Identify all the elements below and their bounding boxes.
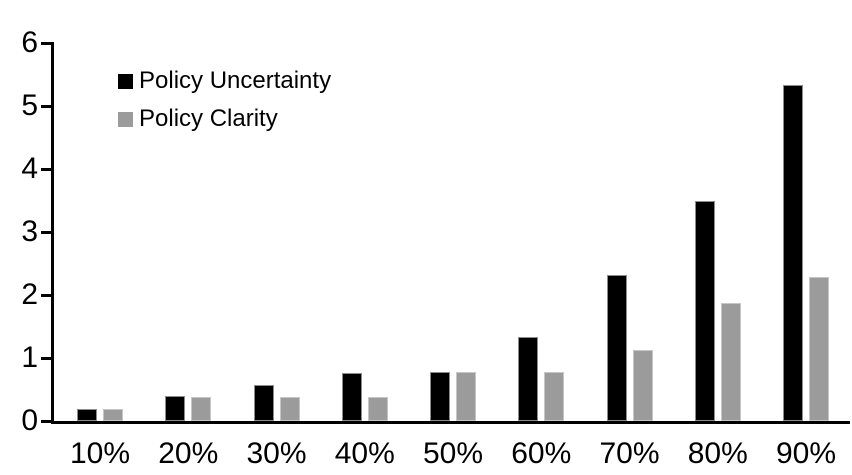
policy-clarity-swatch-icon [118, 111, 133, 127]
y-axis-tick-label: 1 [21, 341, 38, 374]
x-axis-category-label: 40% [334, 437, 395, 470]
legend: Policy Uncertainty Policy Clarity [118, 66, 331, 142]
bar-policy-uncertainty-50% [430, 371, 450, 421]
y-axis-tick [41, 294, 52, 297]
bar-policy-uncertainty-70% [606, 275, 627, 421]
bar-policy-uncertainty-40% [341, 373, 362, 421]
y-axis-line [51, 42, 54, 424]
bar-policy-clarity-70% [632, 349, 653, 421]
bar-policy-clarity-50% [456, 372, 476, 421]
y-axis-tick [41, 105, 52, 108]
x-axis-line [51, 421, 850, 424]
y-axis-tick-label: 4 [21, 152, 38, 185]
bar-policy-clarity-40% [367, 397, 388, 421]
y-axis-tick [41, 357, 52, 360]
bar-policy-clarity-80% [720, 302, 741, 421]
y-axis-tick-label: 5 [21, 89, 38, 122]
bar-policy-clarity-90% [809, 277, 829, 421]
legend-label-policy-uncertainty: Policy Uncertainty [139, 67, 332, 94]
bar-policy-uncertainty-30% [253, 385, 274, 421]
y-axis-tick-label: 3 [21, 215, 38, 248]
y-axis-tick-label: 0 [21, 404, 38, 437]
bar-policy-uncertainty-80% [694, 200, 715, 421]
bar-policy-clarity-10% [103, 409, 123, 421]
x-axis-category-label: 50% [422, 437, 484, 470]
x-axis-category-label: 10% [69, 437, 131, 470]
bar-policy-clarity-30% [279, 397, 300, 421]
bar-policy-clarity-60% [544, 372, 565, 421]
bar-policy-uncertainty-60% [518, 337, 539, 421]
x-axis-category-label: 80% [687, 437, 748, 470]
y-axis-tick-label: 2 [21, 278, 38, 311]
bar-policy-uncertainty-20% [165, 396, 186, 421]
x-axis-category-label: 60% [511, 437, 572, 470]
y-axis-tick [41, 42, 52, 45]
y-axis-tick [41, 231, 52, 234]
legend-label-policy-clarity: Policy Clarity [139, 105, 278, 132]
bar-policy-uncertainty-10% [77, 409, 97, 421]
legend-item-policy-clarity: Policy Clarity [118, 104, 331, 134]
y-axis-tick-label: 6 [21, 26, 38, 59]
bar-policy-uncertainty-90% [783, 84, 803, 421]
y-axis-tick [41, 420, 52, 423]
x-axis-category-label: 70% [599, 437, 660, 470]
bar-policy-clarity-20% [191, 397, 212, 421]
x-axis-category-label: 20% [158, 437, 219, 470]
policy-uncertainty-swatch-icon [118, 73, 133, 89]
legend-item-policy-uncertainty: Policy Uncertainty [118, 66, 331, 96]
x-axis-category-label: 30% [246, 437, 307, 470]
y-axis-tick [41, 168, 52, 171]
x-axis-category-label: 90% [775, 437, 837, 470]
